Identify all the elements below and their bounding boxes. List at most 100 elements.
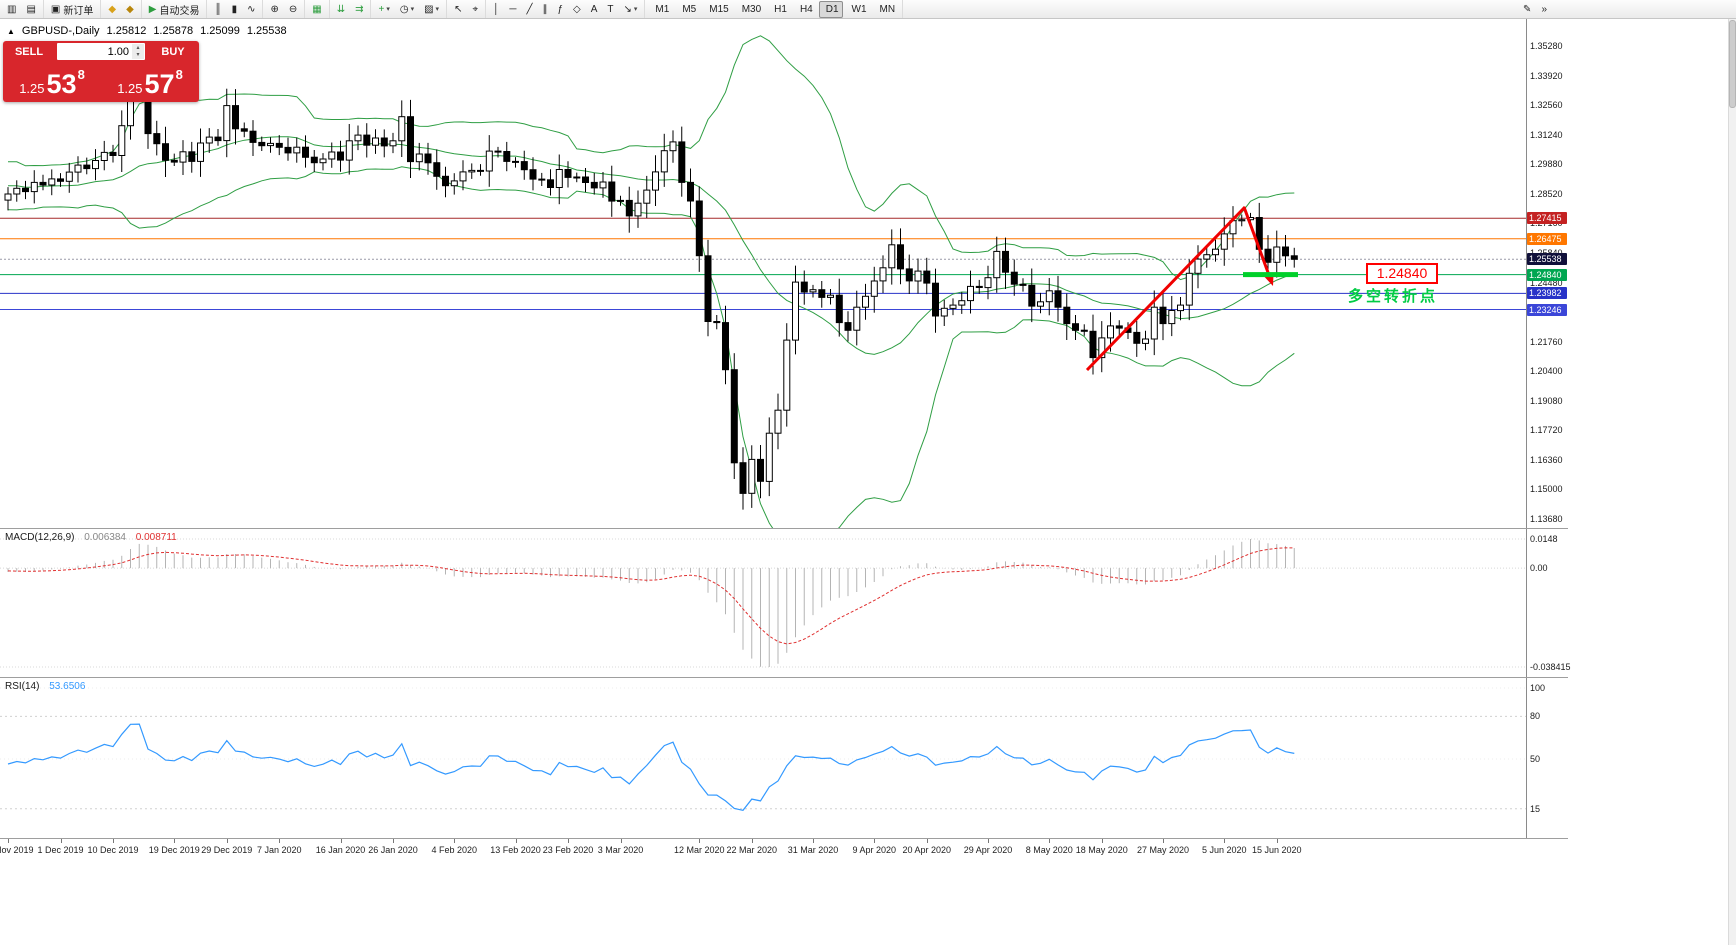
candle-chart-button[interactable]: ▮ (228, 1, 242, 18)
docking-button[interactable]: » (1537, 1, 1551, 18)
turning-point-note[interactable]: 多空转折点 (1348, 288, 1439, 305)
new-chart-button[interactable]: ▥ (3, 1, 20, 18)
label-button[interactable]: T (603, 1, 617, 18)
timeframe-w1[interactable]: W1 (845, 1, 871, 18)
arrows-button-dropdown-icon[interactable]: ▾ (633, 6, 638, 13)
auto-scroll-button[interactable]: ⇊ (333, 1, 349, 18)
toolbar-group: ↖ ⌖ (447, 0, 487, 18)
new-order-button[interactable]: ▣ 新订单 (47, 1, 97, 18)
arrows-button-icon: ↘ (623, 3, 632, 15)
rsi-plot[interactable] (0, 678, 1526, 838)
price-axis[interactable]: 1.35280 1.33920 1.32560 1.31240 1.29880 1.285… (1526, 18, 1568, 528)
date-label: 15 Jun 2020 (1251, 845, 1302, 855)
scrollbar-thumb[interactable] (1729, 20, 1736, 108)
timeframe-m30[interactable]: M30 (735, 1, 765, 18)
volume-input[interactable] (57, 43, 145, 60)
customize-toolbars-button-icon: ✎ (1523, 3, 1532, 15)
volume-down-button[interactable]: ▾ (136, 51, 140, 58)
zoom-out-button[interactable]: ⊖ (285, 1, 301, 18)
buy-price-pips: 57 (144, 69, 175, 99)
trend-line[interactable] (1085, 205, 1247, 372)
cursor-button-icon: ↖ (454, 3, 463, 15)
horizontal-line-button[interactable]: ─ (505, 1, 520, 18)
crosshair-button[interactable]: ⌖ (468, 1, 482, 18)
fibonacci-button[interactable]: ƒ (553, 1, 567, 18)
price-axis-label: 1.28520 (1530, 188, 1563, 199)
docking-button-icon: » (1541, 3, 1547, 15)
volume-up-button[interactable]: ▴ (136, 44, 140, 51)
timeframe-w1-label: W1 (851, 3, 867, 15)
customize-toolbars-button[interactable]: ✎ (1519, 1, 1535, 18)
toolbar-group: ▣ 新订单 (44, 0, 102, 18)
bollinger-bands (7, 35, 1295, 528)
chart-shift-button[interactable]: ⇉ (351, 1, 367, 18)
time-tick (60, 839, 62, 843)
shapes-button[interactable]: ◇ (569, 1, 585, 18)
buy-button[interactable]: BUY (161, 45, 185, 58)
sell-button[interactable]: SELL (14, 45, 44, 58)
sell-price[interactable]: 1.25 53 8 (3, 62, 101, 102)
timeframe-m1[interactable]: M1 (648, 1, 673, 18)
text-button[interactable]: A (587, 1, 602, 18)
cursor-button[interactable]: ↖ (450, 1, 466, 18)
timeframe-h1[interactable]: H1 (767, 1, 791, 18)
profiles-button[interactable]: ▤ (22, 1, 39, 18)
periods-button[interactable]: ◷ ▾ (396, 1, 418, 18)
timeframe-mn-label: MN (879, 3, 896, 15)
channel-button[interactable]: ∥ (538, 1, 551, 18)
buy-price-point: 8 (175, 67, 183, 82)
autotrade-button-icon: ▶ (148, 3, 157, 15)
macd-plot[interactable] (0, 529, 1526, 677)
indicators-button-icon: + (378, 3, 385, 15)
tile-windows-button[interactable]: ▦ (308, 1, 325, 18)
support-segment[interactable] (1243, 272, 1298, 278)
time-tick (226, 839, 228, 843)
macd-axis-label: -0.038415 (1530, 662, 1571, 672)
macd-axis: 0.0148 0.00 -0.038415 (1526, 529, 1571, 678)
timeframe-m1-label: M1 (655, 3, 670, 15)
new-order-button-icon: ▣ (50, 3, 61, 15)
timeframe-m15[interactable]: M15 (702, 1, 732, 18)
timeframe-mn[interactable]: MN (873, 1, 900, 18)
volume-spinner: ▴ ▾ (132, 44, 144, 59)
toolbar-group: ⇊ ⇉ (330, 0, 372, 18)
periods-button-dropdown-icon[interactable]: ▾ (410, 6, 415, 13)
toolbar-group: + ▾ ◷ ▾ ▨ ▾ (371, 0, 448, 18)
market-watch-button[interactable]: ◆ (104, 1, 120, 18)
trendline-button[interactable]: ╱ (522, 1, 536, 18)
one-click-toggle-icon[interactable]: ▲ (7, 26, 15, 36)
bar-chart-button[interactable]: ║ (210, 1, 225, 18)
trade-panel-controls: SELL ▴ ▾ BUY (3, 41, 199, 62)
indicators-button[interactable]: + ▾ (374, 1, 393, 18)
timeframe-h4[interactable]: H4 (793, 1, 817, 18)
chart-objects (1085, 205, 1298, 372)
date-label: 18 May 2020 (1075, 845, 1128, 855)
ohlc-low: 1.25099 (200, 25, 240, 37)
price-callout[interactable]: 1.24840 (1366, 263, 1438, 284)
timeframe-d1[interactable]: D1 (818, 0, 843, 18)
toolbar-group: M1 M5 M15 M30 H1 H4 D1 W1 MN (645, 0, 904, 18)
arrows-button[interactable]: ↘ ▾ (620, 1, 642, 18)
line-chart-button[interactable]: ∿ (243, 1, 259, 18)
indicators-button-dropdown-icon[interactable]: ▾ (386, 6, 390, 13)
rsi-name: RSI(14) (5, 681, 40, 692)
autotrade-button[interactable]: ▶ 自动交易 (145, 1, 204, 18)
vertical-line-button[interactable]: │ (489, 1, 503, 18)
price-axis-label: 1.24480 (1530, 277, 1563, 288)
main-chart-plot[interactable] (0, 18, 1526, 528)
vertical-scrollbar[interactable] (1728, 18, 1736, 945)
zoom-in-button[interactable]: ⊕ (266, 1, 282, 18)
trend-line[interactable] (1242, 206, 1271, 276)
current-price-label: 1.25538 (1527, 253, 1567, 266)
navigator-button[interactable]: ◆ (122, 1, 138, 18)
buy-price[interactable]: 1.25 57 8 (101, 62, 199, 102)
templates-button[interactable]: ▨ ▾ (420, 1, 443, 18)
templates-button-dropdown-icon[interactable]: ▾ (435, 6, 440, 13)
macd-histogram (7, 539, 1295, 667)
timeframe-m5[interactable]: M5 (675, 1, 700, 18)
date-label: 8 May 2020 (1025, 845, 1073, 855)
time-tick (113, 839, 114, 843)
price-axis-label: 1.17720 (1530, 425, 1563, 436)
